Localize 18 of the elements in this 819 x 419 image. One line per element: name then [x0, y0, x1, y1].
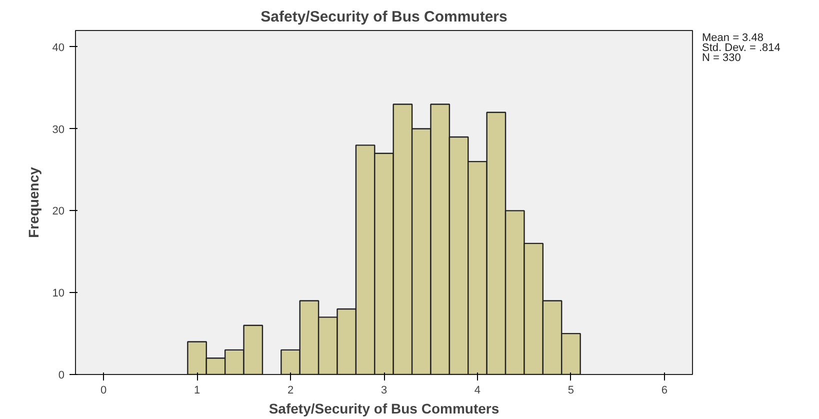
text: N = 330	[702, 52, 742, 64]
x-axis-title: Safety/Security of Bus Commuters	[268, 400, 500, 416]
x-tick-label: 3	[380, 384, 388, 396]
y-tick-label: 40	[52, 42, 65, 54]
x-tick-label: 6	[661, 384, 668, 396]
x-tick-label: 5	[568, 384, 574, 396]
y-tick-label: 10	[52, 288, 65, 300]
chart-title: Safety/Security of Bus Commuters	[260, 8, 508, 26]
x-tick-label: 0	[100, 384, 107, 396]
x-tick-label: 1	[194, 384, 200, 396]
y-tick-label: 30	[52, 124, 65, 136]
y-axis-title: Frequency	[25, 166, 42, 238]
y-tick-label: 0	[58, 370, 65, 382]
x-tick-label: 2	[287, 384, 294, 396]
x-tick-label: 4	[474, 384, 481, 396]
text: Std. Dev. = .814	[702, 42, 780, 54]
y-tick-label: 20	[52, 206, 65, 218]
text: Mean = 3.48	[702, 32, 764, 44]
